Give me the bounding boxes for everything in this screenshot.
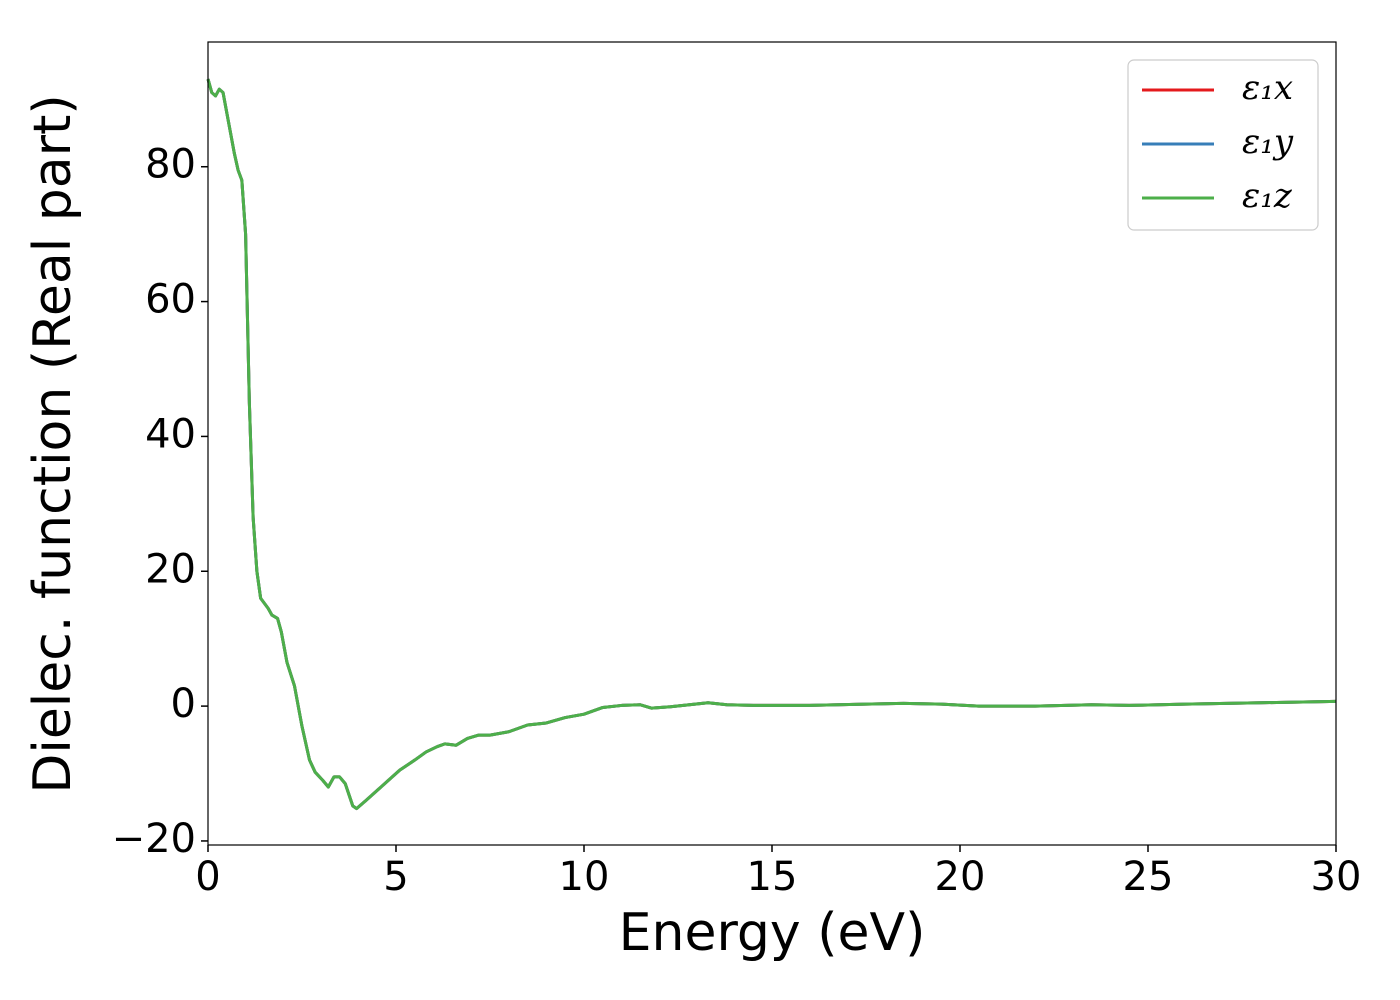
y-tick-label: 60 [145, 277, 196, 323]
x-tick-label: 20 [935, 854, 986, 900]
x-tick-label: 25 [1123, 854, 1174, 900]
y-tick-label: 20 [145, 546, 196, 592]
y-axis-label: Dielec. function (Real part) [23, 94, 83, 793]
y-tick-label: 80 [145, 142, 196, 188]
x-axis-label: Energy (eV) [619, 903, 926, 963]
data-line [206, 78, 1337, 811]
y-tick-label: 40 [145, 411, 196, 457]
legend-label: ε₁y [1242, 122, 1294, 162]
y-tick-label: −20 [112, 816, 196, 862]
x-tick-label: 5 [383, 854, 408, 900]
x-tick-label: 30 [1311, 854, 1362, 900]
plot-frame [207, 41, 1337, 846]
x-tick-label: 0 [195, 854, 220, 900]
y-tick-label: 0 [171, 681, 196, 727]
legend-box [1127, 59, 1319, 231]
legend-label: ε₁x [1242, 68, 1293, 108]
x-tick-label: 15 [747, 854, 798, 900]
x-tick-label: 10 [559, 854, 610, 900]
legend-label: ε₁z [1242, 176, 1293, 216]
